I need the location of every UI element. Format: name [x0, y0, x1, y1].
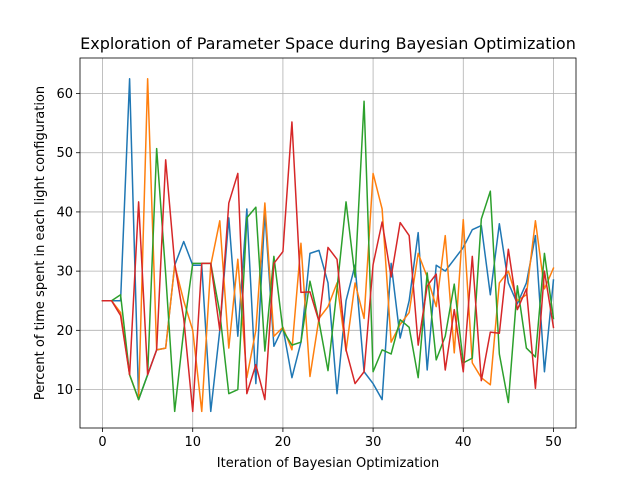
- chart-title: Exploration of Parameter Space during Ba…: [80, 34, 576, 53]
- series-line-1: [101, 77, 555, 413]
- x-tick-label: 20: [275, 435, 292, 450]
- axes-frame: [79, 57, 577, 429]
- series-line-4: [101, 121, 555, 413]
- plot-area: [101, 77, 555, 413]
- y-tick-label: 60: [56, 87, 73, 102]
- x-axis-ticks: 0 10 20 30 40 50: [98, 428, 562, 450]
- y-tick-label: 50: [56, 146, 73, 161]
- series-line-3: [101, 100, 555, 413]
- x-tick-label: 30: [365, 435, 382, 450]
- x-tick-label: 40: [455, 435, 472, 450]
- y-tick-label: 20: [56, 324, 73, 339]
- y-tick-label: 40: [56, 205, 73, 220]
- y-tick-label: 10: [56, 383, 73, 398]
- y-tick-label: 30: [56, 265, 73, 280]
- x-axis-title: Iteration of Bayesian Optimization: [217, 456, 439, 471]
- y-axis-ticks: 10 20 30 40 50 60: [56, 87, 80, 398]
- x-tick-label: 10: [184, 435, 201, 450]
- grid-lines: [80, 58, 576, 428]
- y-axis-title: Percent of time spent in each light conf…: [33, 86, 48, 400]
- series-line-2: [101, 77, 555, 413]
- x-tick-label: 0: [98, 435, 106, 450]
- x-tick-label: 50: [545, 435, 562, 450]
